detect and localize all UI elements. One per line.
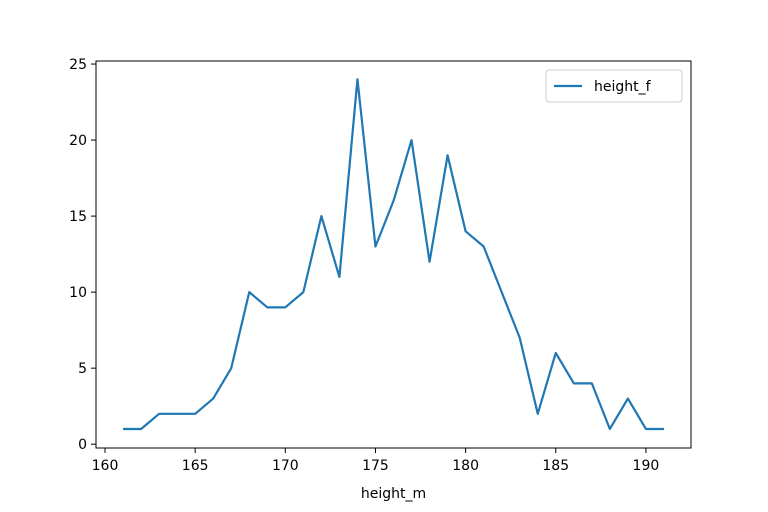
x-tick-label: 185	[542, 458, 569, 474]
x-tick-label: 170	[272, 458, 299, 474]
legend-entry-label: height_f	[594, 79, 652, 95]
x-axis-label: height_m	[361, 486, 426, 502]
plot-frame	[95, 60, 692, 449]
y-tick-label: 0	[78, 437, 87, 453]
y-tick-label: 5	[78, 361, 87, 377]
y-tick-label: 25	[69, 57, 87, 73]
x-tick-label: 190	[633, 458, 660, 474]
legend-box	[545, 69, 683, 103]
x-axis: 160 165 170 175 180 185 190	[92, 448, 660, 474]
x-tick-label: 180	[452, 458, 479, 474]
plot-area	[95, 60, 692, 449]
y-axis: 0 5 10 15 20 25	[69, 57, 96, 453]
x-tick-label: 165	[182, 458, 209, 474]
series-line-0	[123, 78, 664, 431]
x-tick-label: 160	[92, 458, 119, 474]
x-tick-label: 175	[362, 458, 389, 474]
y-tick-label: 10	[69, 285, 87, 301]
y-tick-label: 20	[69, 133, 87, 149]
y-tick-label: 15	[69, 209, 87, 225]
legend: height_f	[545, 69, 683, 103]
